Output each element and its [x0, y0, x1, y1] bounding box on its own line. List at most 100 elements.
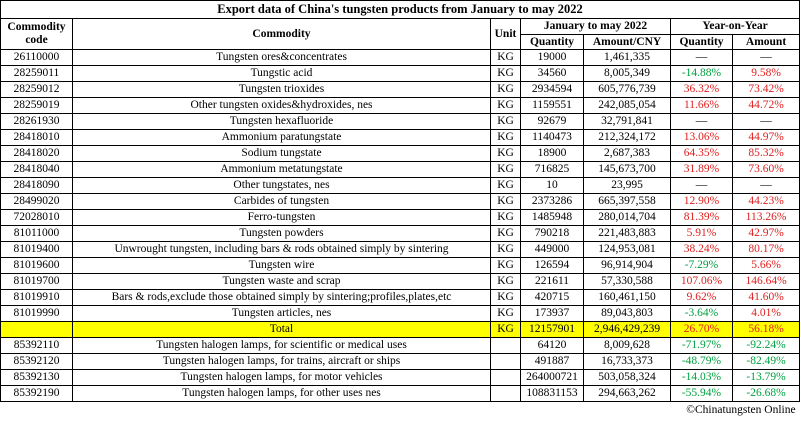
yoy-amount-cell: 4.01% — [731, 305, 800, 322]
yoy-amount-cell: 5.66% — [731, 257, 800, 274]
quantity-cell: 2934594 — [520, 81, 584, 98]
amount-cell: 160,461,150 — [583, 289, 671, 306]
code-cell: 28418040 — [0, 161, 73, 178]
yoy-quantity-cell: — — [670, 177, 733, 194]
unit-cell: KG — [490, 65, 521, 82]
amount-cell: 96,914,904 — [583, 257, 671, 274]
unit-cell: KG — [490, 225, 521, 242]
unit-cell: KG — [490, 81, 521, 98]
amount-cell: 57,330,588 — [583, 273, 671, 290]
quantity-cell: 1140473 — [520, 129, 584, 146]
header-cell: Unit — [490, 18, 521, 50]
commodity-cell: Unwrought tungsten, including bars & rod… — [72, 241, 491, 258]
table-title: Export data of China's tungsten products… — [0, 0, 800, 19]
yoy-quantity-cell: 11.66% — [670, 97, 733, 114]
yoy-quantity-cell: 36.32% — [670, 81, 733, 98]
yoy-amount-cell: 80.17% — [731, 241, 800, 258]
table-row: Total KG 12157901 2,946,429,239 26.70% 56.18% — [0, 321, 800, 338]
yoy-amount-cell: 113.26% — [731, 209, 800, 226]
header-cell: Year-on-Year — [669, 18, 800, 35]
amount-cell: 23,995 — [583, 177, 671, 194]
commodity-cell: Other tungsten oxides&hydroxides, nes — [72, 97, 491, 114]
unit-cell: KG — [490, 273, 521, 290]
code-cell: 72028010 — [0, 209, 73, 226]
amount-cell: 221,483,883 — [583, 225, 671, 242]
amount-cell: 89,043,803 — [583, 305, 671, 322]
amount-cell: 242,085,054 — [583, 97, 671, 114]
commodity-cell: Total — [72, 321, 491, 338]
unit-cell — [490, 337, 521, 354]
yoy-quantity-cell: -14.88% — [670, 65, 733, 82]
commodity-cell: Tungsten powders — [72, 225, 491, 242]
unit-cell: KG — [490, 257, 521, 274]
quantity-cell: 449000 — [520, 241, 584, 258]
amount-cell: 2,946,429,239 — [583, 321, 671, 338]
header-cell: Quantity — [670, 34, 733, 50]
yoy-quantity-cell: — — [670, 113, 733, 130]
yoy-amount-cell: 73.42% — [731, 81, 800, 98]
quantity-cell: 64120 — [520, 337, 584, 354]
amount-cell: 124,953,081 — [583, 241, 671, 258]
yoy-quantity-cell: -14.03% — [670, 369, 733, 386]
quantity-cell: 10 — [520, 177, 584, 194]
quantity-cell: 420715 — [520, 289, 584, 306]
yoy-quantity-cell: 107.06% — [670, 273, 733, 290]
yoy-quantity-cell: 13.06% — [670, 129, 733, 146]
header-cell: Commodity code — [0, 18, 73, 50]
quantity-cell: 108831153 — [520, 385, 584, 402]
table-row: 85392190 Tungsten halogen lamps, for othe… — [0, 385, 800, 402]
commodity-cell: Tungsten halogen lamps, for other uses n… — [72, 385, 491, 402]
unit-cell: KG — [490, 289, 521, 306]
table-row: 72028010 Ferro-tungsten KG 1485948 280,014,7… — [0, 209, 800, 226]
yoy-amount-cell: 44.23% — [731, 193, 800, 210]
commodity-cell: Ferro-tungsten — [72, 209, 491, 226]
quantity-cell: 2373286 — [520, 193, 584, 210]
yoy-amount-cell: — — [731, 49, 800, 66]
commodity-cell: Tungsten waste and scrap — [72, 273, 491, 290]
quantity-cell: 92679 — [520, 113, 584, 130]
table-row: 26110000 Tungsten ores&concentrates KG 1900… — [0, 49, 800, 66]
code-cell: 85392110 — [0, 337, 73, 354]
yoy-amount-cell: — — [731, 177, 800, 194]
code-cell — [0, 321, 73, 338]
table-row: 28259012 Tungsten trioxides KG 2934594 605,7… — [0, 81, 800, 98]
yoy-quantity-cell: 12.90% — [670, 193, 733, 210]
yoy-amount-cell: -26.68% — [731, 385, 800, 402]
quantity-cell: 34560 — [520, 65, 584, 82]
yoy-quantity-cell: 38.24% — [670, 241, 733, 258]
yoy-quantity-cell: -3.64% — [670, 305, 733, 322]
quantity-cell: 12157901 — [520, 321, 584, 338]
yoy-quantity-cell: 64.35% — [670, 145, 733, 162]
yoy-amount-cell: 41.60% — [731, 289, 800, 306]
amount-cell: 212,324,172 — [583, 129, 671, 146]
table-row: 28261930 Tungsten hexafluoride KG 92679 32,7… — [0, 113, 800, 130]
code-cell: 28259011 — [0, 65, 73, 82]
table-row: 28418040 Ammonium metatungstate KG 716825 14… — [0, 161, 800, 178]
unit-cell: KG — [490, 161, 521, 178]
yoy-amount-cell: 42.97% — [731, 225, 800, 242]
table-row: 28499020 Carbides of tungsten KG 2373286 665… — [0, 193, 800, 210]
amount-cell: 16,733,373 — [583, 353, 671, 370]
amount-cell: 145,673,700 — [583, 161, 671, 178]
code-cell: 85392120 — [0, 353, 73, 370]
amount-cell: 294,663,262 — [583, 385, 671, 402]
yoy-amount-cell: -82.49% — [731, 353, 800, 370]
table-row: 81011000 Tungsten powders KG 790218 221,483,… — [0, 225, 800, 242]
amount-cell: 503,058,324 — [583, 369, 671, 386]
unit-cell: KG — [490, 49, 521, 66]
yoy-quantity-cell: -48.79% — [670, 353, 733, 370]
code-cell: 28499020 — [0, 193, 73, 210]
unit-cell: KG — [490, 177, 521, 194]
commodity-cell: Tungsten halogen lamps, for trains, airc… — [72, 353, 491, 370]
quantity-cell: 716825 — [520, 161, 584, 178]
header-cell: January to may 2022 — [520, 18, 671, 35]
table-row: 81019990 Tungsten articles, nes KG 173937 89… — [0, 305, 800, 322]
commodity-cell: Ammonium paratungstate — [72, 129, 491, 146]
table-row: 28418010 Ammonium paratungstate KG 1140473 2… — [0, 129, 800, 146]
yoy-quantity-cell: -55.94% — [670, 385, 733, 402]
code-cell: 85392190 — [0, 385, 73, 402]
amount-cell: 665,397,558 — [583, 193, 671, 210]
code-cell: 81019990 — [0, 305, 73, 322]
